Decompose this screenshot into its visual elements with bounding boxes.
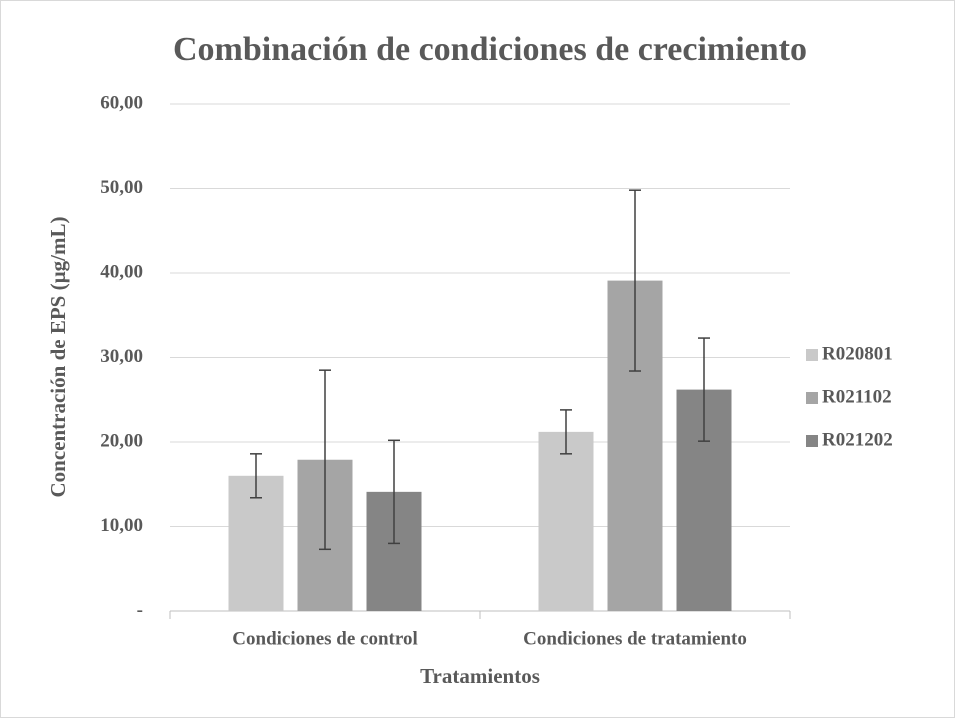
legend-swatch [806, 392, 818, 404]
error-bar [388, 439, 400, 545]
legend-swatch [806, 349, 818, 361]
x-tick-label: Condiciones de tratamiento [523, 628, 747, 649]
y-tick-label: 20,00 [100, 430, 143, 451]
y-tick-label: 10,00 [100, 515, 143, 536]
chart-title: Combinación de condiciones de crecimient… [173, 31, 807, 68]
y-tick-label: 30,00 [100, 346, 143, 367]
y-axis-label: Concentración de EPS (µg/mL) [46, 216, 70, 497]
error-bar [698, 337, 710, 442]
y-tick-label: 50,00 [100, 177, 143, 198]
y-tick-label: 60,00 [100, 92, 143, 113]
bar [538, 431, 594, 611]
error-bar [560, 409, 572, 455]
y-tick-label: 40,00 [100, 261, 143, 282]
error-bar [319, 369, 331, 551]
x-axis-label: Tratamientos [420, 664, 540, 688]
legend-label: R021102 [822, 386, 892, 407]
legend-swatch [806, 435, 818, 447]
legend-label: R020801 [822, 343, 893, 364]
x-tick-label: Condiciones de control [232, 628, 417, 649]
error-bar [250, 453, 262, 499]
y-tick-label: - [137, 599, 143, 620]
error-bar [629, 189, 641, 372]
legend-label: R021202 [822, 429, 893, 450]
